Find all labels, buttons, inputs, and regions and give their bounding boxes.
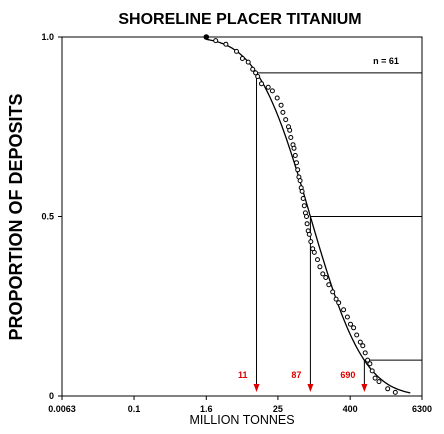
data-point: [283, 117, 289, 123]
data-point: [336, 300, 342, 306]
y-tick-label: 1.0: [41, 32, 54, 42]
data-point: [223, 41, 229, 47]
x-axis-label: MILLION TONNES: [189, 413, 294, 427]
data-point: [365, 357, 371, 363]
data-point: [304, 221, 310, 227]
x-tick-label: 0.0063: [48, 404, 76, 414]
data-point: [341, 307, 347, 313]
data-point: [360, 343, 366, 349]
data-point: [265, 84, 271, 90]
percentile-label: 11: [238, 370, 248, 380]
data-point: [320, 271, 326, 277]
data-points: [203, 34, 398, 395]
data-point: [369, 368, 375, 374]
percentile-reference-lines: [253, 72, 422, 392]
data-point: [362, 350, 368, 356]
data-point: [311, 249, 317, 255]
percentile-arrow: [307, 384, 314, 392]
sample-size-annotation: n = 61: [373, 56, 399, 66]
percentile-labels: 11 87 690: [238, 370, 355, 380]
data-point: [269, 88, 275, 94]
data-point: [259, 81, 264, 87]
data-point: [297, 178, 303, 184]
data-point: [323, 275, 329, 280]
data-point: [299, 188, 305, 194]
data-point: [287, 127, 293, 133]
x-ticks: 0.0063 0.1 1.6 25 400 6300: [48, 396, 432, 414]
data-point: [294, 160, 299, 166]
data-point: [203, 34, 210, 40]
data-point: [301, 203, 307, 209]
data-point: [344, 314, 350, 320]
data-point: [234, 48, 239, 54]
data-point: [239, 56, 245, 61]
chart-title: SHORELINE PLACER TITANIUM: [118, 11, 361, 28]
x-tick-label: 1.6: [200, 404, 213, 414]
data-point: [291, 145, 297, 151]
data-point: [304, 214, 309, 219]
data-point: [348, 321, 353, 327]
data-point: [317, 264, 323, 270]
data-point: [253, 70, 259, 76]
data-point: [306, 231, 312, 237]
y-ticks: 0 0.5 1.0: [41, 32, 62, 401]
data-point: [250, 66, 256, 72]
data-point: [372, 375, 378, 381]
data-point: [315, 257, 320, 263]
data-point: [354, 332, 360, 338]
percentile-label: 690: [340, 370, 355, 380]
data-point: [351, 325, 357, 331]
data-point: [376, 379, 382, 385]
data-point: [330, 289, 336, 295]
data-point: [245, 59, 251, 65]
data-point: [288, 135, 294, 140]
data-point: [280, 109, 286, 115]
data-point: [333, 296, 339, 302]
data-point: [326, 282, 332, 288]
percentile-arrow: [361, 384, 368, 392]
y-tick-label: 0: [49, 391, 54, 401]
data-point: [295, 167, 301, 173]
data-point: [292, 153, 298, 158]
percentile-label: 87: [291, 370, 301, 380]
x-tick-label: 25: [273, 404, 283, 414]
x-tick-label: 0.1: [128, 404, 141, 414]
data-point: [300, 196, 306, 201]
data-point: [392, 389, 398, 395]
x-tick-label: 400: [343, 404, 358, 414]
x-tick-label: 6300: [412, 404, 432, 414]
data-point: [367, 361, 373, 367]
data-point: [308, 239, 314, 245]
data-point: [255, 74, 261, 79]
data-point: [278, 102, 284, 108]
data-point: [274, 95, 280, 101]
fitted-curve: [206, 38, 411, 394]
y-axis-label: PROPORTION OF DEPOSITS: [6, 93, 26, 340]
y-tick-label: 0.5: [41, 212, 54, 222]
data-point: [357, 339, 363, 345]
data-point: [213, 38, 219, 44]
data-point: [385, 386, 391, 392]
percentile-arrow: [253, 384, 260, 392]
